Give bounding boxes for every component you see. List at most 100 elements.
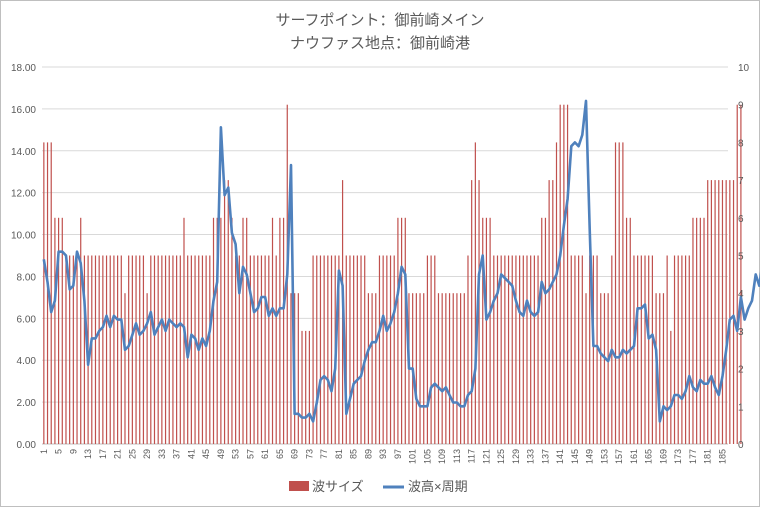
bar bbox=[260, 255, 263, 444]
bar bbox=[614, 142, 617, 444]
bar bbox=[688, 255, 690, 444]
bar bbox=[493, 255, 495, 444]
x-tick-label: 37 bbox=[172, 449, 182, 459]
bar bbox=[430, 255, 432, 444]
line-series-height-period bbox=[42, 99, 760, 423]
x-tick-label: 125 bbox=[496, 449, 506, 464]
bar bbox=[164, 255, 167, 444]
right-tick-label: 7 bbox=[738, 176, 744, 187]
left-tick-label: 12.00 bbox=[11, 189, 36, 200]
bar bbox=[246, 217, 248, 444]
x-tick-label: 133 bbox=[526, 449, 536, 464]
x-tick-label: 17 bbox=[98, 449, 108, 459]
right-tick-label: 8 bbox=[738, 138, 744, 149]
bar bbox=[555, 142, 558, 444]
bar bbox=[212, 217, 215, 444]
bar bbox=[216, 217, 218, 444]
bar bbox=[526, 255, 528, 444]
bar bbox=[482, 217, 484, 444]
left-axis-tick-labels: 0.00 2.00 4.00 6.00 8.00 10.00 12.00 14.00 16.00… bbox=[11, 63, 36, 451]
bar bbox=[124, 293, 126, 444]
bar bbox=[76, 255, 78, 444]
x-tick-label: 161 bbox=[629, 449, 639, 464]
left-tick-label: 16.00 bbox=[11, 105, 36, 116]
bar bbox=[312, 255, 314, 444]
bar bbox=[238, 255, 240, 444]
bar bbox=[91, 255, 93, 444]
right-tick-label: 0 bbox=[738, 440, 744, 451]
bar bbox=[419, 293, 421, 444]
bar bbox=[153, 255, 156, 444]
bar bbox=[128, 255, 130, 444]
bar bbox=[57, 217, 60, 444]
x-tick-label: 153 bbox=[599, 449, 609, 464]
bar bbox=[297, 293, 299, 444]
bar bbox=[692, 217, 694, 444]
bar bbox=[50, 142, 52, 444]
bar bbox=[740, 104, 742, 444]
bar bbox=[441, 293, 443, 444]
x-tick-label: 5 bbox=[54, 449, 64, 454]
bar bbox=[102, 255, 104, 444]
bar bbox=[574, 255, 576, 444]
bar bbox=[478, 180, 480, 444]
bar bbox=[131, 255, 133, 444]
bar bbox=[150, 255, 152, 444]
x-tick-label: 149 bbox=[585, 449, 595, 464]
bar bbox=[94, 255, 97, 444]
bar bbox=[607, 293, 609, 444]
bar bbox=[681, 255, 683, 444]
x-tick-label: 49 bbox=[216, 449, 226, 459]
bar bbox=[618, 142, 620, 444]
bar bbox=[696, 217, 698, 444]
bar bbox=[194, 255, 196, 444]
bar bbox=[707, 180, 709, 444]
bar bbox=[578, 255, 580, 444]
bar bbox=[356, 255, 358, 444]
bar bbox=[622, 142, 624, 444]
line-path bbox=[42, 99, 760, 423]
bar bbox=[172, 255, 174, 444]
bar bbox=[522, 255, 524, 444]
x-tick-label: 105 bbox=[422, 449, 432, 464]
bar bbox=[157, 255, 159, 444]
x-tick-label: 77 bbox=[319, 449, 329, 459]
x-tick-label: 33 bbox=[157, 449, 167, 459]
bar bbox=[316, 255, 318, 444]
bar bbox=[629, 217, 631, 444]
bar bbox=[109, 255, 111, 444]
bar bbox=[589, 255, 591, 444]
bar bbox=[552, 180, 554, 444]
bar bbox=[227, 180, 229, 444]
x-tick-label: 41 bbox=[186, 449, 196, 459]
bar bbox=[397, 217, 399, 444]
bar bbox=[415, 293, 417, 444]
bar bbox=[264, 255, 266, 444]
bar bbox=[378, 255, 381, 444]
bar bbox=[452, 293, 454, 444]
bar bbox=[404, 217, 406, 444]
x-tick-label: 97 bbox=[393, 449, 403, 459]
bar bbox=[142, 255, 145, 444]
bar bbox=[448, 293, 451, 444]
bar bbox=[43, 142, 45, 444]
bar bbox=[65, 255, 67, 444]
bar bbox=[235, 255, 237, 444]
bar bbox=[485, 217, 488, 444]
bar bbox=[633, 255, 635, 444]
bar bbox=[201, 255, 204, 444]
bar bbox=[249, 255, 251, 444]
bar bbox=[220, 217, 222, 444]
bar bbox=[282, 217, 285, 444]
bar bbox=[437, 293, 440, 444]
bar bbox=[721, 180, 724, 444]
bar bbox=[323, 255, 325, 444]
x-tick-label: 9 bbox=[68, 449, 78, 454]
bar bbox=[563, 104, 565, 444]
bar-series-wave-size bbox=[43, 104, 742, 444]
bar bbox=[637, 255, 639, 444]
bar bbox=[393, 255, 395, 444]
bar bbox=[460, 293, 462, 444]
x-tick-label: 53 bbox=[231, 449, 241, 459]
bar bbox=[72, 255, 74, 444]
